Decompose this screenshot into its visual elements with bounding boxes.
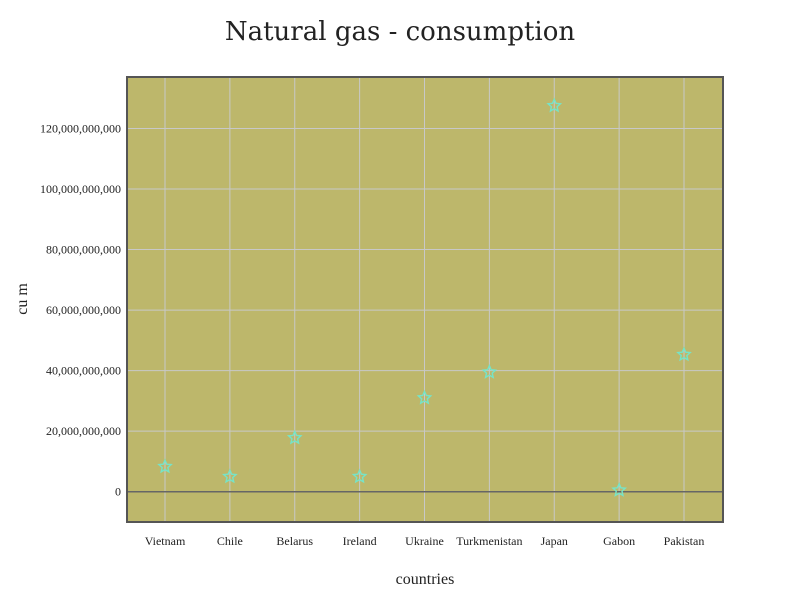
x-axis-label: countries xyxy=(396,571,455,588)
x-axis-ticks: Vietnam Chile Belarus Ireland Ukraine Turkmen… xyxy=(145,534,705,548)
y-tick-label: 0 xyxy=(115,485,121,499)
plot-frame xyxy=(126,76,724,523)
data-point xyxy=(676,346,692,362)
chart-title: Natural gas - consumption xyxy=(225,17,576,47)
y-axis-ticks: 0 20,000,000,000 40,000,000,000 60,000,000,… xyxy=(40,121,121,498)
data-point xyxy=(611,481,627,497)
data-point xyxy=(546,97,563,113)
data-point xyxy=(157,458,173,474)
y-tick-label: 20,000,000,000 xyxy=(46,424,121,438)
x-tick-label: Gabon xyxy=(603,534,635,548)
y-tick-label: 40,000,000,000 xyxy=(46,364,121,378)
y-tick-label: 120,000,000,000 xyxy=(40,121,121,135)
x-tick-label: Japan xyxy=(541,534,568,548)
data-point xyxy=(222,468,238,484)
grid xyxy=(127,77,723,522)
y-tick-label: 100,000,000,000 xyxy=(40,182,121,196)
x-tick-label: Pakistan xyxy=(664,534,705,548)
data-points xyxy=(157,97,692,497)
y-tick-label: 60,000,000,000 xyxy=(46,303,121,317)
x-tick-label: Ukraine xyxy=(405,534,444,548)
y-tick-label: 80,000,000,000 xyxy=(46,243,121,257)
data-point xyxy=(481,363,498,379)
x-tick-label: Ireland xyxy=(343,534,377,548)
x-tick-label: Chile xyxy=(217,534,243,548)
data-point xyxy=(286,429,303,445)
x-tick-label: Belarus xyxy=(276,534,313,548)
y-axis-label: cu m xyxy=(14,283,31,315)
x-tick-label: Turkmenistan xyxy=(456,534,522,548)
x-tick-label: Vietnam xyxy=(145,534,186,548)
data-point xyxy=(416,389,433,405)
data-point xyxy=(351,468,368,484)
